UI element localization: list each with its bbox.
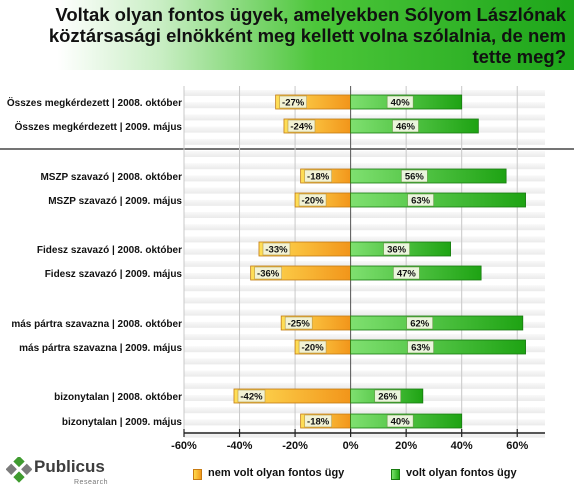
bar-positive	[350, 315, 524, 331]
data-label-box-negative	[262, 242, 291, 256]
data-label-negative: -18%	[307, 172, 330, 183]
data-label-box-negative	[279, 95, 307, 109]
x-tick-label: 40%	[451, 440, 473, 452]
data-label-box-negative	[237, 389, 266, 403]
data-label-box-positive	[392, 119, 419, 133]
data-label-positive: 26%	[378, 392, 398, 403]
logo-mark-icon	[6, 457, 32, 483]
data-label-box-positive	[407, 193, 434, 207]
data-label-negative: -20%	[301, 343, 324, 354]
data-label-box-positive	[386, 414, 414, 428]
legend-label-positive: volt olyan fontos ügy	[406, 467, 517, 479]
data-label-negative: -25%	[288, 319, 311, 330]
category-label: Fidesz szavazó | 2008. október	[37, 245, 182, 256]
x-tick-label: -40%	[227, 440, 253, 452]
category-label: MSZP szavazó | 2008. október	[40, 172, 182, 183]
data-label-box-negative	[298, 193, 327, 207]
data-label-negative: -33%	[265, 245, 288, 256]
data-label-box-negative	[287, 119, 316, 133]
legend-label-negative: nem volt olyan fontos ügy	[208, 467, 345, 479]
bar-positive	[350, 192, 526, 208]
data-label-box-positive	[407, 340, 434, 354]
category-label: bizonytalan | 2009. május	[62, 417, 183, 428]
logo-wordmark: Publicus	[34, 457, 105, 476]
bar-positive	[350, 168, 507, 184]
row-bands	[184, 90, 545, 438]
data-label-box-negative	[304, 414, 332, 428]
data-label-positive: 40%	[391, 417, 411, 428]
category-label: MSZP szavazó | 2009. május	[48, 196, 182, 207]
legend-swatch-negative	[193, 469, 202, 480]
category-labels: Összes megkérdezett | 2008. október Össze…	[7, 96, 183, 428]
chart-title: Voltak olyan fontos ügyek, amelyekben Só…	[48, 4, 566, 67]
category-label: Összes megkérdezett | 2009. május	[15, 120, 183, 133]
data-label-positive: 40%	[391, 98, 411, 109]
data-label-box-positive	[374, 389, 402, 403]
x-tick-label: -60%	[171, 440, 197, 452]
data-label-positive: 62%	[410, 319, 430, 330]
bar-positive	[350, 339, 526, 355]
category-label: Fidesz szavazó | 2009. május	[45, 269, 183, 280]
data-label-box-positive	[386, 95, 414, 109]
data-label-positive: 36%	[387, 245, 407, 256]
x-axis: -60% -40% -20% 0% 20% 40% 60%	[171, 429, 545, 452]
x-tick-label: 60%	[506, 440, 528, 452]
data-label-negative: -24%	[290, 122, 313, 133]
data-label-positive: 47%	[397, 269, 417, 280]
data-label-positive: 63%	[411, 343, 431, 354]
x-tick-label: 0%	[343, 440, 359, 452]
data-label-box-negative	[304, 169, 332, 183]
data-label-box-positive	[401, 169, 428, 183]
category-label: bizonytalan | 2008. október	[54, 392, 182, 403]
legend-swatch-positive	[391, 469, 400, 480]
data-label-negative: -42%	[240, 392, 263, 403]
data-label-box-positive	[383, 242, 410, 256]
data-label-box-negative	[254, 266, 282, 280]
data-label-positive: 63%	[411, 196, 431, 207]
data-label-box-negative	[284, 316, 313, 330]
bars: -27% 40% -24% 46% -18% 56% -20% 63% -33% 36% -36% 4…	[233, 94, 526, 429]
data-label-negative: -36%	[257, 269, 280, 280]
x-tick-label: -20%	[282, 440, 308, 452]
logo-subtitle: Research	[74, 479, 108, 486]
data-label-positive: 46%	[396, 122, 416, 133]
data-label-box-negative	[298, 340, 327, 354]
category-label: más pártra szavazna | 2008. október	[11, 319, 182, 330]
x-tick-label: 20%	[395, 440, 417, 452]
publicus-logo: Publicus Research	[6, 455, 126, 489]
data-label-positive: 56%	[405, 172, 425, 183]
category-label: Összes megkérdezett | 2008. október	[7, 96, 182, 109]
data-label-negative: -27%	[282, 98, 305, 109]
title-band: Voltak olyan fontos ügyek, amelyekben Só…	[0, 0, 574, 70]
category-label: más pártra szavazna | 2009. május	[19, 343, 182, 354]
data-label-box-positive	[406, 316, 434, 330]
data-label-negative: -20%	[301, 196, 324, 207]
data-label-negative: -18%	[307, 417, 330, 428]
data-label-box-positive	[393, 266, 420, 280]
grid-lines	[0, 86, 574, 433]
